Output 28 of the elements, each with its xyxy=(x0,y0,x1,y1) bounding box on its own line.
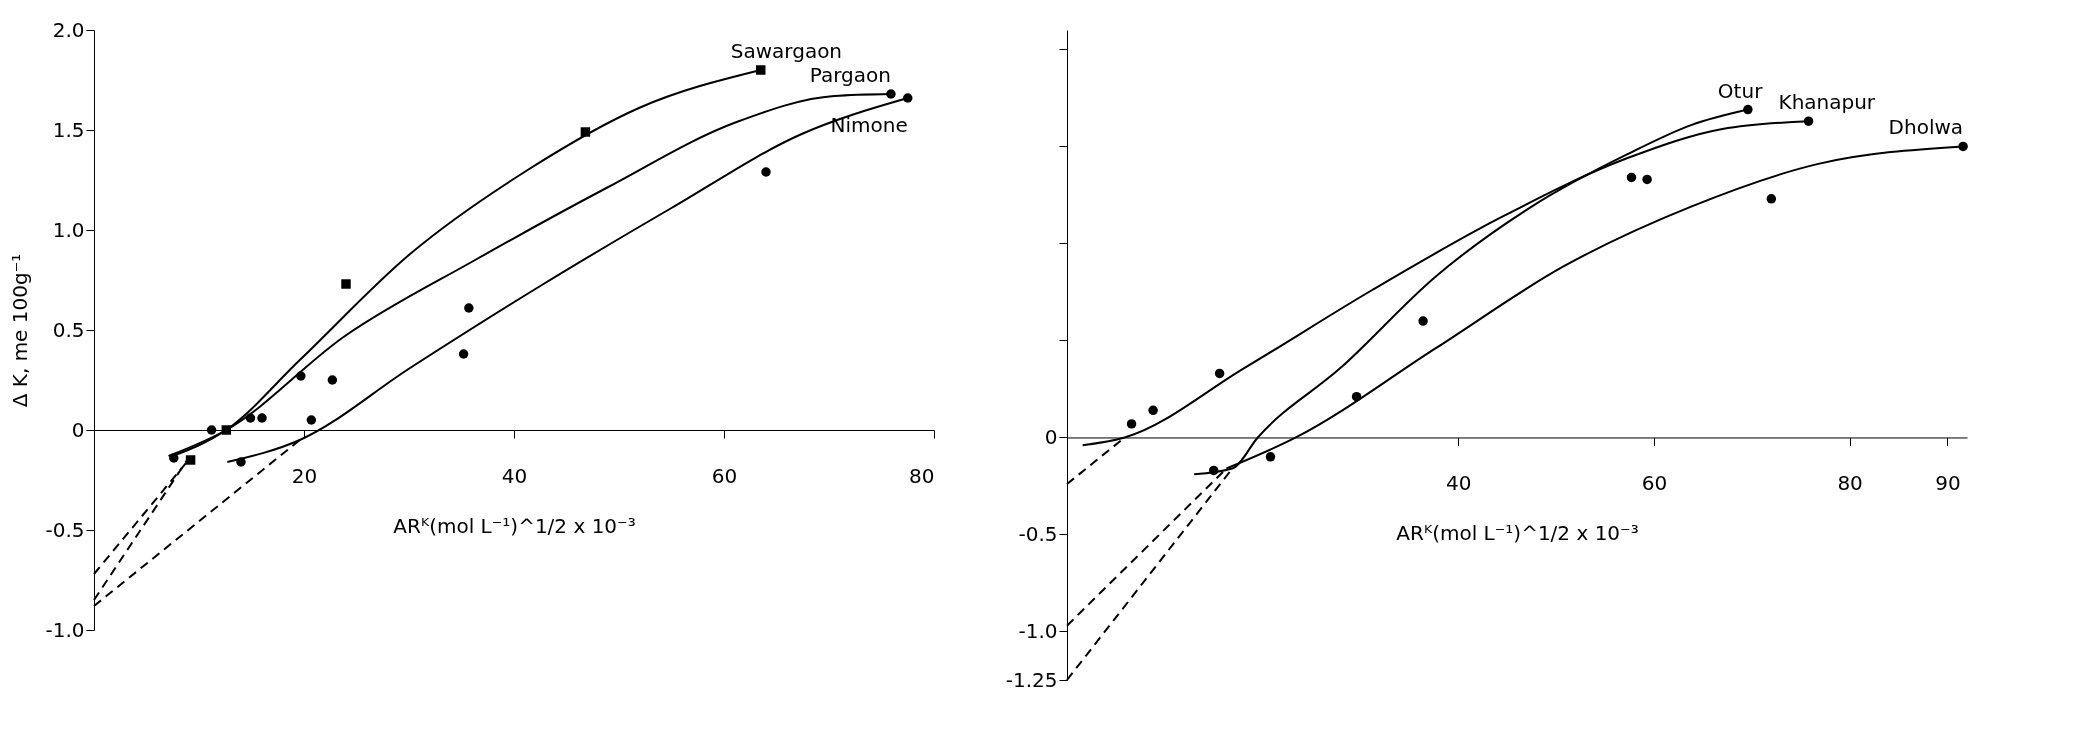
x-tick-label: 90 xyxy=(1935,470,1961,495)
series-label: Sawargaon xyxy=(730,39,843,63)
y-tick-label: 2.0 xyxy=(52,17,85,42)
x-tick-label: 80 xyxy=(909,463,935,488)
x-axis-title: ARᴷ(mol L⁻¹)^1/2 x 10⁻³ xyxy=(1396,520,1639,545)
y-tick-label: 0.5 xyxy=(52,317,85,342)
series-label: Dholwa xyxy=(1888,115,1964,140)
y-tick-label: -0.5 xyxy=(45,517,85,542)
y-axis-title: Δ K, me 100g⁻¹ xyxy=(8,253,33,408)
x-tick-label: 80 xyxy=(1837,470,1863,495)
series-label: Pargaon xyxy=(809,63,891,87)
y-tick-label: -0.5 xyxy=(1018,521,1058,546)
x-tick-label: 40 xyxy=(501,463,528,488)
series-label: Khanapur xyxy=(1778,90,1876,115)
x-tick-label: 20 xyxy=(291,463,318,488)
y-tick-label: -1.0 xyxy=(45,617,85,642)
series-label: Nimone xyxy=(830,113,908,137)
x-tick-label: 60 xyxy=(711,463,738,488)
x-axis-title: ARᴷ(mol L⁻¹)^1/2 x 10⁻³ xyxy=(393,513,636,538)
x-tick-label: 60 xyxy=(1641,470,1668,495)
y-tick-label: 1.0 xyxy=(52,217,85,242)
x-tick-label: 40 xyxy=(1446,470,1472,495)
y-tick-label: -1.25 xyxy=(1005,667,1058,692)
y-tick-label: 0 xyxy=(1044,424,1058,449)
y-tick-label: 0 xyxy=(71,417,85,442)
series-label: Otur xyxy=(1717,78,1764,103)
y-tick-label: 1.5 xyxy=(52,117,85,142)
y-tick-label: -1.0 xyxy=(1018,618,1058,643)
